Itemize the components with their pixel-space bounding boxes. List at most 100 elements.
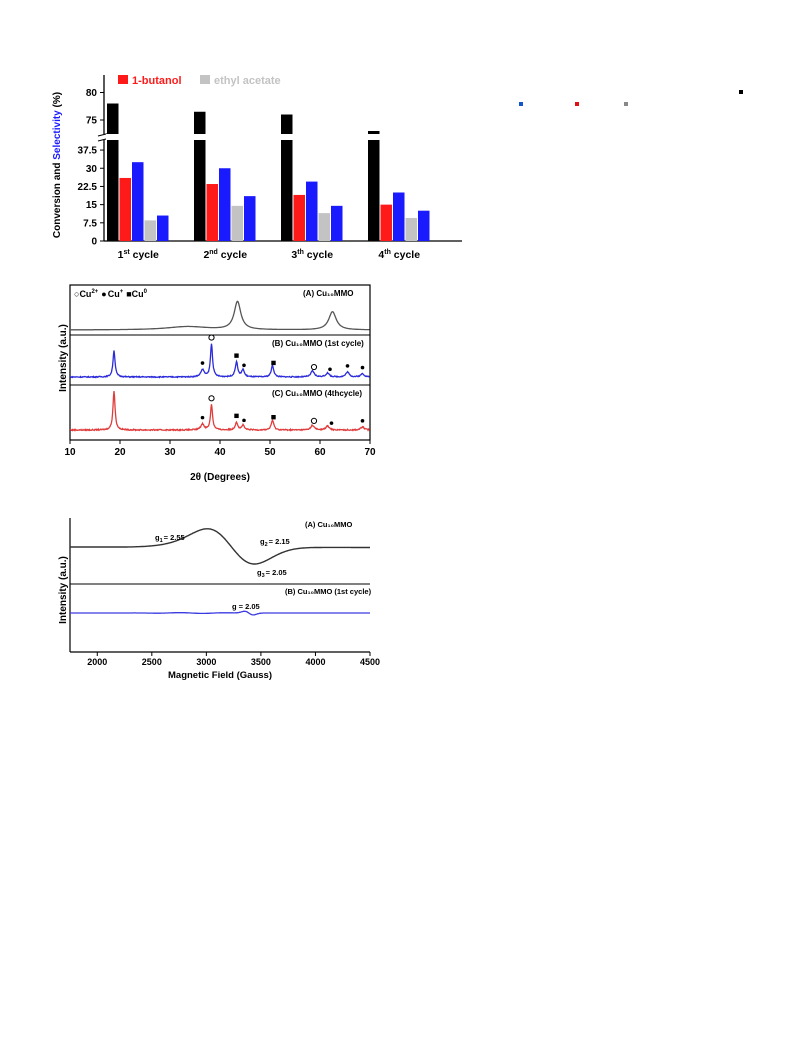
epr-x-tick-label: 4000 [305,657,325,667]
epr-x-axis-label: Magnetic Field (Gauss) [168,670,272,681]
epr-x-tick-label: 4500 [360,657,380,667]
xrd-curve-b [69,343,370,379]
bar-break-gap [280,134,294,140]
ethyl-acetate-bar [231,205,243,241]
cu2-marker [310,417,318,424]
bar-y-axis-label: Conversion and Selectivity (%) [52,92,63,238]
ethyl-acetate-bar-blue [331,205,343,241]
cu0-marker [271,414,276,420]
legend-swatch-butanol [118,75,128,84]
g3-value: = 2.05 [266,568,287,577]
blue-square-marker [519,102,523,106]
bar-y-tick-label: 37.5 [78,146,98,157]
xrd-legend-text: ○Cu2+ ●Cu+ ■Cu0 [74,289,148,299]
cu1-marker [345,364,350,368]
legend-square-symbol: ■ [126,289,131,299]
conversion-bar [368,131,380,241]
epr-g1-annotation: g1= 2.55 [155,533,185,544]
conversion-bar [194,111,206,241]
legend-cu1: Cu [108,289,120,299]
g1-prefix: g [155,533,160,542]
legend-cu2: Cu [79,289,91,299]
butanol-selectivity-bar-blue [393,192,405,241]
bar-y-tick-label: 0 [91,237,97,248]
xrd-y-axis-label: Intensity (a.u.) [58,324,69,392]
butanol-selectivity-bar [293,194,305,241]
bar-category-label: 1st cycle [118,249,159,261]
epr-panel-b-label: (B) Cu₁₀MMO (1st cycle) [285,587,372,596]
legend-cu0: Cu [132,289,144,299]
bar-category-label: 3th cycle [291,249,333,261]
xrd-frame: 10 20 30 40 50 60 70 [64,284,376,458]
xrd-panel-a-label: (A) Cu₁₀MMO [303,289,353,298]
epr-curve-a [70,528,370,565]
ethyl-acetate-bar-blue [244,196,256,241]
red-square-marker [575,102,579,106]
conversion-bar [281,114,293,241]
butanol-selectivity-bar [206,184,218,241]
legend-filled-symbol: ● [101,289,106,299]
xrd-x-tick-label: 50 [264,447,276,458]
legend-swatch-ethyl-acetate [200,75,210,84]
xrd-x-tick-label: 60 [314,447,326,458]
g1-sub: 1 [160,538,163,544]
g3-sub: 3 [262,573,265,579]
butanol-selectivity-bar [380,204,392,241]
xrd-panel-b-label: (B) Cu₁₀MMO (1st cycle) [272,339,364,348]
g2-prefix: g [260,537,265,546]
legend-label-butanol: 1-butanol [132,75,182,87]
xrd-x-tick-label: 20 [114,447,126,458]
butanol-selectivity-bar [119,177,131,241]
xrd-curve-c [69,390,370,432]
xrd-x-tick-label: 40 [214,447,226,458]
ethyl-acetate-bar [405,217,417,241]
bar-y-tick-label: 75 [86,116,98,127]
ethyl-acetate-bar-blue [157,215,169,241]
xrd-chart: ○Cu2+ ●Cu+ ■Cu0 10 20 30 40 50 60 70 (A) Cu₁₀MMO… [58,284,376,483]
bar-marks [106,103,430,241]
gray-square-marker [624,102,628,106]
axis-break-gap [98,134,110,140]
ethyl-acetate-bar [318,213,330,241]
epr-g2-annotation: g2= 2.15 [260,537,290,548]
epr-x-tick-label: 2000 [87,657,107,667]
ylabel-part1: Conversion and [52,160,63,238]
bar-y-tick-label: 15 [86,200,98,211]
bar-break-gap [367,134,381,140]
xrd-x-axis-label: 2θ (Degrees) [190,472,250,483]
xrd-x-tick-label: 70 [364,447,376,458]
cu0-marker [234,413,239,419]
ethyl-acetate-bar [144,220,156,241]
cu1-marker [360,365,365,370]
epr-g-annotation: g = 2.05 [232,602,260,611]
g1-value: = 2.55 [164,533,185,542]
xrd-legend: ○Cu2+ ●Cu+ ■Cu0 [74,289,148,299]
bar-category-label: 4th cycle [378,249,420,261]
legend-label-ethyl-acetate: ethyl acetate [214,75,281,87]
cu1-marker [200,361,205,365]
bar-y-tick-label: 7.5 [83,218,97,229]
epr-x-tick-label: 3500 [251,657,271,667]
g2-sub: 2 [265,542,268,548]
ylabel-part3: (%) [52,92,63,110]
conversion-bar [107,103,119,241]
epr-frame: 2000 2500 3000 3500 4000 4500 [69,518,380,667]
cu1-marker [360,419,365,423]
butanol-selectivity-bar-blue [132,162,144,241]
xrd-curves [69,300,370,432]
epr-curves [70,528,370,616]
cu1-marker [242,363,246,368]
legend-cu0-sup: 0 [144,289,148,295]
epr-panel-a-label: (A) Cu₁₀MMO [305,520,352,529]
g2-value: = 2.15 [269,537,290,546]
cu1-marker [242,418,246,423]
cu0-marker [271,360,276,366]
cu2-marker [208,334,215,341]
xrd-x-tick-label: 10 [64,447,76,458]
ethyl-acetate-bar-blue [418,210,430,241]
bar-chart: 1-butanol ethyl acetate 0 7.5 15 22.5 30 37.5… [52,75,462,261]
legend-open-symbol: ○ [74,289,79,299]
butanol-selectivity-bar-blue [306,181,318,241]
